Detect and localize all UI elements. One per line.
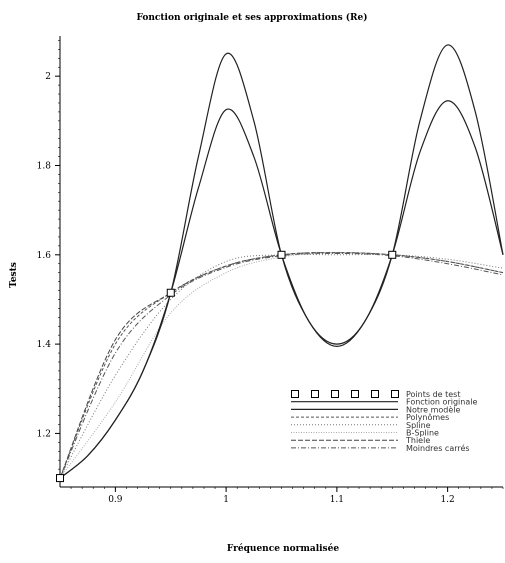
test-point-marker [388,250,397,259]
y-tick-label: 2 [45,72,51,82]
legend-marker-test-points [391,390,399,398]
x-tick-label: 1.1 [330,495,344,505]
test-point-marker [166,288,175,297]
legend-marker-test-points [331,390,339,398]
series-line-moindres-carres [59,252,504,479]
y-tick-label: 1.4 [37,340,52,350]
legend-label-moindres-carres: Moindres carrés [406,443,470,453]
legend-marker-test-points [311,390,319,398]
legend-label-spline: Spline [406,421,431,430]
legend-marker-test-points [371,390,379,398]
y-tick-label: 1.8 [37,161,52,171]
x-tick-label: 0.9 [108,495,123,505]
legend-marker-test-points [351,390,359,398]
test-point-marker [56,474,64,483]
series-line-thiele [59,252,504,479]
test-point-marker [277,250,286,259]
x-tick-label: 1 [223,495,229,505]
legend-marker-test-points [291,390,299,398]
legend-label-notre-modele: Notre modèle [406,404,461,414]
x-axis-label: Fréquence normalisée [227,543,339,554]
y-tick-label: 1.6 [37,251,52,261]
legend-label-b-spline: B-Spline [406,429,439,438]
chart-title: Fonction originale et ses approximations… [136,12,367,23]
x-tick-label: 1.2 [440,495,454,505]
y-axis-label: Tests [9,262,19,288]
y-tick-label: 1.2 [37,429,51,439]
series-layer [56,44,504,483]
legend-label-polynomes: Polynômes [406,412,449,422]
series-line-polynomes [59,252,504,479]
legend-label-fonction-originale: Fonction originale [406,398,477,407]
legend-label-thiele: Thiele [405,436,430,445]
legend-label-points-de-test: Points de test [406,390,460,399]
axes: 1.2 1.4 1.6 1.8 2 0.9 1 1.1 1.2 [37,36,504,505]
series-line-spline [59,253,504,479]
